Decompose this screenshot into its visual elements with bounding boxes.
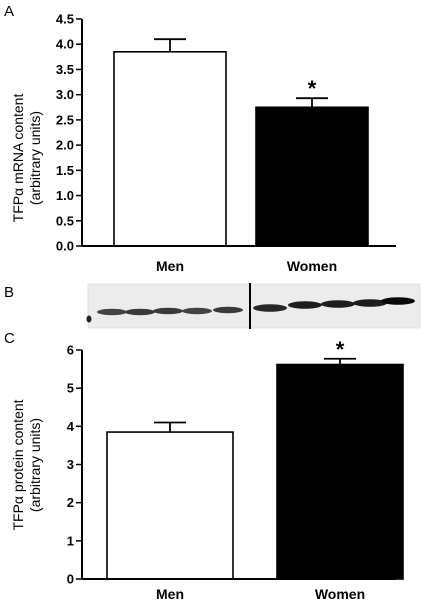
blot-band-men — [125, 308, 155, 316]
charta-y-tick-label: 2.5 — [56, 112, 74, 127]
chartc-y-tick-label: 6 — [67, 343, 74, 358]
chart-c-category-women: Women — [315, 586, 365, 602]
blot-band-men — [213, 306, 243, 314]
chartc-y-tick-label: 5 — [67, 381, 74, 396]
blot-band-men — [97, 308, 127, 316]
blot-band-women — [353, 299, 387, 307]
blot-band-women — [381, 297, 415, 305]
panel-letter-a: A — [4, 3, 14, 20]
blot-edge-mark — [86, 315, 92, 323]
chart-c: 0 1 2 3 4 5 6 TFPα protein content (arbitrary … — [10, 337, 404, 602]
chartc-y-tick-label: 0 — [67, 572, 74, 587]
charta-y-tick-label: 3.5 — [56, 62, 74, 77]
chart-c-ylabel-line1: TFPα protein content — [10, 399, 26, 530]
chartc-y-tick-label: 2 — [67, 495, 74, 510]
chart-a-bars — [113, 38, 369, 247]
blot-band-women — [253, 304, 287, 312]
chartc-y-tick-label: 4 — [67, 419, 75, 434]
chart-a-ylabel-line2: (arbitrary units) — [27, 111, 43, 205]
charta-y-tick-label: 0.5 — [56, 213, 74, 228]
charta-y-tick-label: 2.0 — [56, 138, 74, 153]
chart-a: 0.0 0.5 1.0 1.5 2.0 2.5 3.0 3.5 4.0 4.5 TFPα mRNA… — [10, 12, 396, 274]
chart-c-category-men: Men — [156, 586, 184, 602]
chart-a-category-women: Women — [287, 258, 337, 274]
panel-letter-b: B — [4, 284, 14, 301]
chart-c-significance-women: * — [336, 337, 345, 362]
charta-y-tick-label: 3.0 — [56, 87, 74, 102]
blot-bands — [86, 297, 415, 323]
chart-c-ticks: 0 1 2 3 4 5 6 — [67, 343, 82, 587]
chart-a-significance-women: * — [308, 76, 317, 101]
blot-band-men — [153, 307, 183, 315]
charta-y-tick-label: 0.0 — [56, 239, 74, 254]
blot-band-women — [288, 301, 322, 309]
western-blot — [86, 283, 421, 329]
panel-letter-c: C — [4, 330, 15, 347]
charta-y-tick-label: 1.0 — [56, 188, 74, 203]
chartc-bar-women — [276, 363, 404, 580]
blot-band-men — [182, 307, 212, 315]
chart-a-category-men: Men — [156, 258, 184, 274]
charta-bar-women — [255, 106, 369, 247]
charta-y-tick-label: 4.5 — [56, 12, 74, 27]
charta-y-tick-label: 1.5 — [56, 163, 74, 178]
chart-a-ticks: 0.0 0.5 1.0 1.5 2.0 2.5 3.0 3.5 4.0 4.5 — [56, 12, 82, 254]
chart-c-ylabel-line2: (arbitrary units) — [27, 418, 43, 512]
chart-c-bars — [106, 357, 404, 580]
chartc-bar-men — [106, 431, 234, 580]
charta-y-tick-label: 4.0 — [56, 37, 74, 52]
chartc-y-tick-label: 3 — [67, 457, 74, 472]
blot-band-women — [321, 300, 355, 308]
chartc-y-tick-label: 1 — [67, 533, 74, 548]
charta-bar-men — [113, 50, 227, 247]
chart-a-ylabel-line1: TFPα mRNA content — [10, 94, 26, 223]
